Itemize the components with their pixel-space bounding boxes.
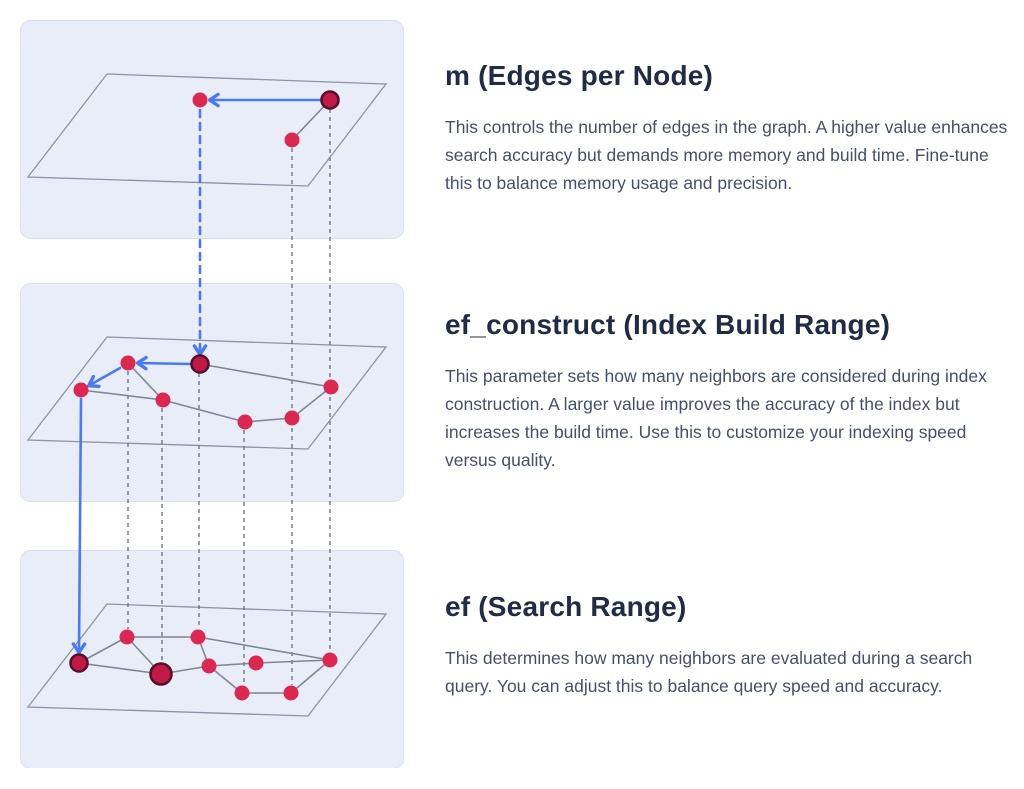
graph-node-bot-f (283, 685, 299, 701)
graph-node-mid-a (120, 355, 136, 371)
graph-node-mid-e (284, 410, 300, 426)
layer-plane (26, 73, 388, 187)
layer-panel (20, 20, 404, 239)
layer-plane (26, 603, 388, 717)
section-m: m (Edges per Node) This controls the num… (445, 60, 1017, 197)
graph-node-top-entry (320, 90, 340, 110)
graph-edge (199, 363, 332, 388)
graph-node-bot-e (248, 655, 264, 671)
section-ef-construct-heading: ef_construct (Index Build Range) (445, 309, 891, 340)
layer-panel (20, 283, 404, 502)
graph-node-bot-target (149, 662, 173, 686)
graph-edge (290, 659, 331, 694)
graph-node-mid-d (237, 414, 253, 430)
graph-node-mid-c (155, 392, 171, 408)
graph-edge (244, 417, 293, 423)
graph-node-bot-entry (69, 653, 89, 673)
section-ef-construct: ef_construct (Index Build Range) This pa… (445, 309, 1017, 474)
graph-edge (255, 659, 331, 664)
graph-node-bot-d (234, 685, 250, 701)
graph-node-bot-c (201, 658, 217, 674)
section-ef: ef (Search Range) This determines how ma… (445, 591, 1017, 700)
graph-node-top-b (284, 132, 300, 148)
section-m-body: This controls the number of edges in the… (445, 117, 1008, 194)
graph-node-mid-entry (190, 354, 210, 374)
graph-node-top-a (192, 92, 208, 108)
hnsw-diagram-svg (20, 20, 404, 769)
graph-node-bot-g (322, 652, 338, 668)
graph-node-bot-a (119, 629, 135, 645)
graph-edge (291, 386, 332, 419)
graph-node-bot-b (190, 629, 206, 645)
search-path-segment (71, 397, 87, 655)
section-ef-body: This determines how many neighbors are e… (445, 648, 973, 697)
search-path-segment (87, 366, 122, 389)
search-path-segment (135, 355, 192, 371)
graph-edge (78, 662, 162, 675)
graph-node-mid-f (323, 379, 339, 395)
graph-edge (127, 362, 164, 401)
graph-edge (197, 636, 331, 661)
graph-edge (208, 662, 257, 667)
section-ef-construct-body: This parameter sets how many neighbors a… (445, 366, 987, 471)
hnsw-layer-diagram (20, 20, 404, 769)
layer-plane (26, 336, 388, 450)
section-m-heading: m (Edges per Node) (445, 60, 714, 91)
graph-edge (162, 399, 246, 423)
graph-edge (80, 389, 164, 401)
section-ef-heading: ef (Search Range) (445, 591, 687, 622)
graph-node-mid-b (73, 382, 89, 398)
